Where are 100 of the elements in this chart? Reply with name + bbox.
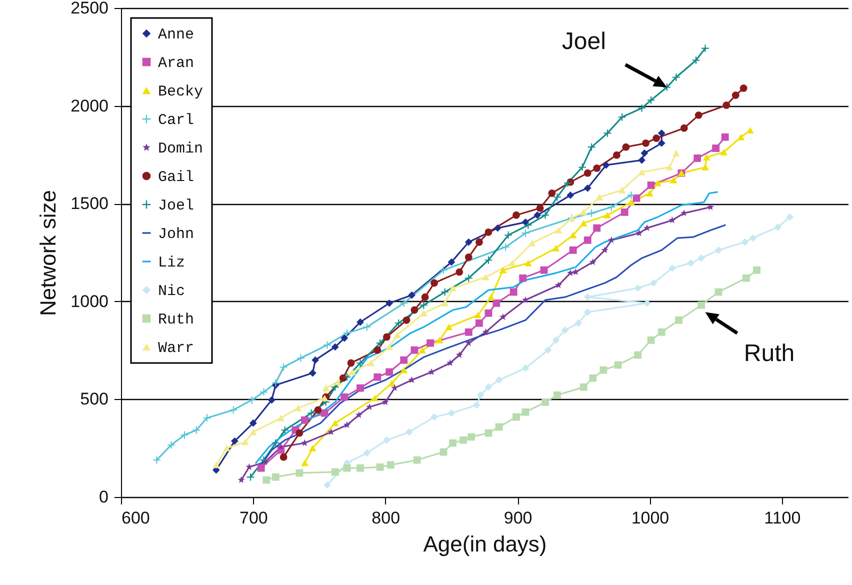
- point: [376, 463, 384, 471]
- point: [666, 164, 674, 170]
- point: [564, 179, 572, 187]
- point: [331, 343, 339, 351]
- point: [408, 376, 416, 384]
- point: [449, 284, 456, 292]
- point: [386, 461, 394, 469]
- point: [510, 288, 518, 296]
- y-tick-label: 500: [80, 390, 108, 409]
- point: [468, 433, 475, 441]
- point: [580, 383, 588, 391]
- point: [672, 150, 680, 156]
- point: [331, 420, 339, 426]
- point: [589, 374, 597, 382]
- point: [740, 84, 748, 92]
- point: [334, 378, 342, 386]
- point: [456, 268, 464, 276]
- point: [642, 139, 650, 147]
- point: [638, 104, 646, 112]
- point: [554, 281, 562, 288]
- point: [418, 346, 426, 354]
- point: [308, 409, 316, 417]
- point: [446, 359, 454, 366]
- point: [257, 464, 265, 472]
- point: [647, 182, 655, 189]
- point: [702, 154, 710, 160]
- point: [374, 346, 382, 354]
- point: [445, 324, 453, 330]
- point: [604, 129, 612, 137]
- point: [400, 299, 408, 307]
- point: [600, 366, 608, 374]
- point: [152, 456, 160, 464]
- point: [566, 269, 574, 276]
- x-tick-label: 900: [504, 508, 532, 528]
- point: [528, 240, 536, 246]
- point: [400, 366, 408, 374]
- point: [707, 203, 714, 210]
- point: [722, 102, 730, 109]
- point: [460, 436, 468, 444]
- point: [554, 226, 562, 234]
- x-tick-label: 600: [122, 508, 150, 528]
- point: [580, 208, 588, 216]
- point: [602, 161, 610, 169]
- point: [308, 369, 316, 377]
- point: [638, 156, 646, 164]
- legend-label: Gail: [158, 169, 194, 186]
- point: [343, 329, 351, 337]
- point: [301, 416, 308, 424]
- point: [400, 356, 408, 364]
- point: [331, 468, 339, 476]
- point: [647, 96, 655, 104]
- point: [638, 168, 646, 176]
- point: [672, 74, 680, 81]
- point: [328, 428, 335, 436]
- point: [569, 232, 577, 238]
- y-tick-label: 1500: [70, 194, 108, 214]
- legend-label: Aran: [158, 55, 194, 72]
- point: [242, 438, 249, 446]
- point: [476, 319, 483, 327]
- y-tick-label: 2000: [70, 96, 108, 116]
- point: [474, 312, 482, 318]
- point: [348, 368, 356, 376]
- point: [522, 229, 530, 237]
- point: [540, 266, 548, 274]
- point: [608, 203, 616, 211]
- point: [512, 413, 520, 421]
- annotation: Joel: [562, 28, 606, 56]
- point: [596, 194, 604, 200]
- point: [230, 406, 238, 414]
- point: [386, 299, 394, 307]
- legend-label: Domin: [158, 140, 204, 158]
- point: [344, 421, 351, 428]
- point: [502, 243, 510, 251]
- point: [675, 316, 683, 324]
- point: [405, 428, 413, 436]
- point: [601, 246, 608, 254]
- point: [476, 391, 484, 399]
- point: [472, 401, 480, 409]
- point: [746, 127, 754, 134]
- point: [572, 268, 580, 276]
- legend-label: John: [158, 226, 194, 243]
- point: [720, 148, 728, 156]
- point: [340, 393, 348, 401]
- point: [702, 164, 709, 170]
- point: [612, 151, 620, 159]
- point: [593, 164, 601, 172]
- point: [343, 464, 351, 472]
- point: [296, 469, 304, 477]
- point: [382, 436, 390, 444]
- point: [670, 176, 678, 184]
- point: [482, 328, 490, 336]
- point: [636, 229, 643, 236]
- x-tick-label: 1100: [764, 508, 801, 528]
- point: [314, 406, 322, 414]
- point: [618, 186, 626, 194]
- point: [522, 364, 530, 372]
- point: [203, 414, 211, 422]
- point: [249, 428, 257, 436]
- point: [448, 409, 456, 417]
- point: [588, 209, 596, 217]
